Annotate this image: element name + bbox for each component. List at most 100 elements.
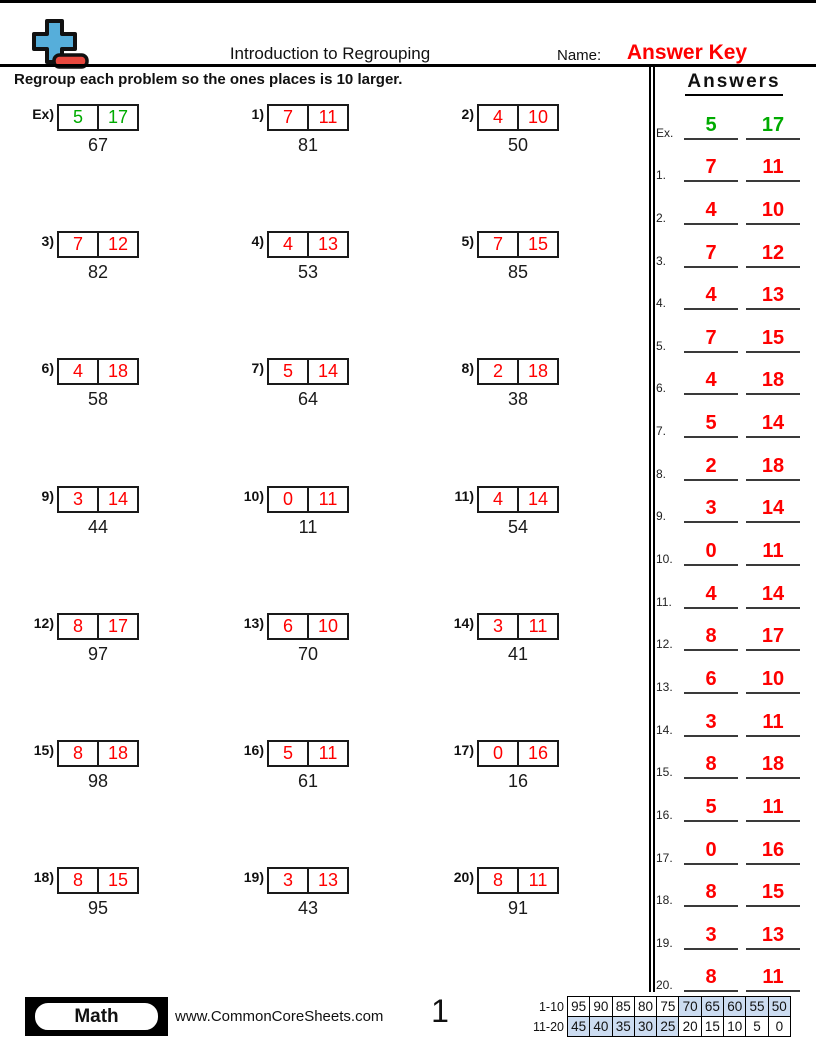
score-table: 1-10 95 90 85 80 75 70 bbox=[528, 996, 791, 1037]
answer-blank-ones: 13 bbox=[746, 284, 800, 311]
score-cell: 60 bbox=[723, 996, 747, 1017]
problem-body: 0 11 11 bbox=[267, 485, 349, 538]
answer-row: 5. 7 15 bbox=[656, 310, 814, 353]
answer-row: 18. 8 15 bbox=[656, 865, 814, 908]
score-cell: 45 bbox=[567, 1016, 591, 1037]
answer-value-ones: 10 bbox=[761, 198, 785, 221]
ones-cell: 14 bbox=[527, 488, 549, 509]
original-number: 64 bbox=[297, 389, 319, 410]
original-number: 67 bbox=[87, 135, 109, 155]
tens-cell: 3 bbox=[479, 614, 519, 638]
answer-value-tens: 3 bbox=[705, 497, 717, 520]
ones-cell: 11 bbox=[528, 870, 548, 891]
score-row-1: 1-10 95 90 85 80 75 70 bbox=[528, 996, 791, 1017]
problem-number-label: 7) bbox=[251, 360, 264, 377]
problem-number-label: 13) bbox=[243, 614, 264, 631]
answer-blank-tens: 3 bbox=[684, 712, 738, 737]
problem-item: 5) 7 15 85 bbox=[448, 225, 652, 352]
ones-cell: 10 bbox=[527, 107, 549, 127]
answer-value-ones: 11 bbox=[762, 966, 784, 989]
regrouping-box: 5 11 bbox=[267, 739, 349, 767]
answer-value-ones: 17 bbox=[761, 625, 785, 648]
tens-cell: 2 bbox=[479, 360, 519, 384]
ones-cell: 13 bbox=[317, 870, 339, 891]
answer-number-label: 5. bbox=[656, 338, 667, 353]
answer-value-ones: 14 bbox=[761, 497, 785, 520]
score-cell: 70 bbox=[678, 996, 702, 1017]
score-cell: 30 bbox=[633, 1016, 658, 1037]
answer-blank-ones: 11 bbox=[746, 157, 800, 183]
answer-blank-tens: 7 bbox=[684, 328, 738, 353]
answer-value-ones: 18 bbox=[761, 454, 785, 477]
answer-value-ones: 15 bbox=[761, 881, 785, 904]
problem-number-label: 5) bbox=[461, 233, 474, 250]
answer-number-label: 1. bbox=[656, 168, 667, 183]
answer-blank-ones: 15 bbox=[746, 881, 800, 908]
regrouping-box: 8 15 bbox=[57, 867, 139, 895]
answer-value-ones: 10 bbox=[761, 667, 785, 690]
problem-item: 10) 0 11 11 bbox=[238, 480, 448, 607]
answer-value-tens: 4 bbox=[705, 198, 717, 221]
score-cell: 95 bbox=[567, 996, 591, 1017]
answer-value-ones: 13 bbox=[761, 284, 785, 307]
answer-number-label: 18. bbox=[656, 893, 673, 908]
answer-row: 8. 2 18 bbox=[656, 438, 814, 481]
problem-body: 3 14 44 bbox=[57, 485, 139, 538]
answer-row: 15. 8 18 bbox=[656, 737, 814, 780]
answer-blank-tens: 5 bbox=[684, 412, 738, 439]
original-number: 95 bbox=[87, 898, 109, 919]
answer-value-tens: 8 bbox=[705, 881, 717, 904]
answer-blank-tens: 5 bbox=[684, 115, 738, 140]
score-cell: 75 bbox=[656, 996, 680, 1017]
original-number: 44 bbox=[87, 516, 109, 537]
problem-number-label: Ex) bbox=[32, 106, 54, 122]
tens-cell: 3 bbox=[269, 869, 309, 893]
answer-blank-tens: 8 bbox=[684, 967, 738, 993]
regrouping-box: 8 11 bbox=[477, 867, 559, 895]
answer-row: 3. 7 12 bbox=[656, 225, 814, 268]
answer-value-tens: 0 bbox=[705, 838, 717, 861]
ones-cell: 11 bbox=[318, 107, 338, 127]
problems-grid: Ex) 5 17 67 1) 7 11 81 bbox=[28, 98, 652, 988]
problem-body: 4 18 58 bbox=[57, 358, 139, 410]
answer-row: 10. 0 11 bbox=[656, 523, 814, 567]
original-number: 50 bbox=[507, 135, 529, 155]
problem-number-label: 17) bbox=[453, 741, 474, 758]
problem-body: 2 18 38 bbox=[477, 358, 559, 410]
answer-blank-ones: 14 bbox=[746, 497, 800, 524]
answer-blank-ones: 14 bbox=[746, 413, 800, 439]
answer-value-ones: 18 bbox=[761, 753, 785, 776]
problem-body: 0 16 16 bbox=[477, 739, 559, 792]
score-row-2-cells: 45 40 35 30 25 20 15 10 bbox=[567, 1016, 791, 1037]
answer-blank-tens: 2 bbox=[684, 456, 738, 481]
answer-row: 20. 8 11 bbox=[656, 950, 814, 993]
problem-body: 7 12 82 bbox=[57, 231, 139, 283]
original-number: 82 bbox=[87, 262, 109, 283]
answer-blank-tens: 8 bbox=[684, 753, 738, 780]
answer-blank-tens: 5 bbox=[684, 797, 738, 822]
answer-blank-ones: 18 bbox=[746, 456, 800, 481]
problem-number-label: 16) bbox=[243, 741, 264, 758]
ones-cell: 18 bbox=[107, 361, 129, 382]
original-number: 97 bbox=[87, 643, 109, 664]
answer-row: 19. 3 13 bbox=[656, 907, 814, 950]
answer-value-tens: 8 bbox=[705, 753, 717, 776]
answer-value-tens: 7 bbox=[705, 326, 717, 349]
original-number: 53 bbox=[297, 262, 319, 283]
problem-number-label: 19) bbox=[243, 869, 264, 886]
ones-cell: 13 bbox=[317, 234, 339, 255]
problem-body: 8 11 91 bbox=[477, 867, 559, 919]
original-number: 70 bbox=[297, 643, 319, 664]
ones-cell: 14 bbox=[107, 488, 129, 509]
tens-cell: 0 bbox=[269, 487, 309, 511]
ones-cell: 11 bbox=[318, 742, 338, 763]
answer-number-label: 12. bbox=[656, 637, 673, 652]
answers-heading: Answers bbox=[658, 71, 810, 96]
name-label: Name: bbox=[557, 47, 602, 64]
answer-value-tens: 8 bbox=[705, 625, 717, 648]
answer-row: 2. 4 10 bbox=[656, 182, 814, 225]
answer-blank-ones: 15 bbox=[746, 328, 800, 353]
answer-value-tens: 5 bbox=[705, 412, 717, 435]
answer-number-label: 8. bbox=[656, 466, 667, 481]
problem-item: 3) 7 12 82 bbox=[28, 225, 238, 352]
